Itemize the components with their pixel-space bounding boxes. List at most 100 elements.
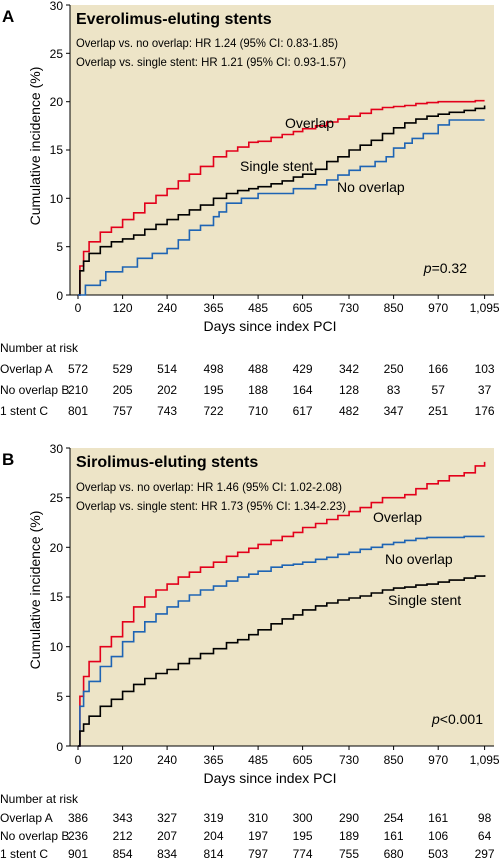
risk-value: 743 <box>157 404 177 418</box>
y-tick-label: 15 <box>50 590 64 604</box>
plot-background <box>70 448 494 746</box>
x-tick-label: 730 <box>339 301 359 315</box>
risk-value: 482 <box>339 404 359 418</box>
panel-label: B <box>2 450 14 469</box>
risk-value: 722 <box>203 404 223 418</box>
series-line-single-stent <box>78 105 486 296</box>
risk-value: 197 <box>248 829 268 843</box>
risk-table-a: Number at risk Overlap A No overlap B 1 … <box>0 341 495 418</box>
risk-value: 64 <box>478 829 492 843</box>
series-label-no-overlap: No overlap <box>385 551 453 567</box>
x-tick-label: 970 <box>428 753 448 767</box>
y-tick-label: 0 <box>56 289 63 303</box>
risk-value: 386 <box>68 811 88 825</box>
risk-value: 319 <box>203 811 223 825</box>
risk-value: 254 <box>384 811 404 825</box>
p-value: p=0.32 <box>423 260 467 276</box>
risk-value: 327 <box>157 811 177 825</box>
x-tick-label: 240 <box>157 753 177 767</box>
risk-value: 797 <box>248 847 268 861</box>
y-tick-label: 30 <box>50 0 64 13</box>
panel-b: B Cumulative incidence (%) 0 5 10 15 20 … <box>2 442 500 786</box>
y-axis: 0 5 10 15 20 25 30 <box>50 442 71 754</box>
risk-value: 488 <box>248 362 268 376</box>
y-axis-label: Cumulative incidence (%) <box>27 511 43 670</box>
risk-value: 195 <box>203 383 223 397</box>
risk-value: 103 <box>475 362 495 376</box>
risk-value: 207 <box>157 829 177 843</box>
risk-value: 342 <box>339 362 359 376</box>
series-line-overlap <box>78 461 486 747</box>
risk-value: 210 <box>68 383 88 397</box>
x-tick-label: 970 <box>428 301 448 315</box>
risk-value: 801 <box>68 404 88 418</box>
risk-value: 251 <box>428 404 448 418</box>
risk-row-label: Overlap A <box>0 362 53 376</box>
y-tick-label: 10 <box>50 640 64 654</box>
y-tick-label: 30 <box>50 442 64 456</box>
risk-value: 710 <box>248 404 268 418</box>
risk-table-b: Number at risk Overlap A No overlap B 1 … <box>0 792 495 861</box>
x-tick-label: 485 <box>248 301 268 315</box>
y-tick-label: 20 <box>50 95 64 109</box>
risk-value: 755 <box>339 847 359 861</box>
x-tick-label: 240 <box>157 301 177 315</box>
risk-value: 161 <box>384 829 404 843</box>
panel-title: Everolimus-eluting stents <box>76 11 272 28</box>
x-tick-label: 605 <box>293 753 313 767</box>
x-axis: 0 120 240 365 485 605 730 850 970 1,095 … <box>70 745 500 786</box>
risk-value: 572 <box>68 362 88 376</box>
risk-value: 195 <box>293 829 313 843</box>
p-number: =0.32 <box>432 260 468 276</box>
risk-value: 774 <box>293 847 313 861</box>
hr-line: Overlap vs. no overlap: HR 1.46 (95% CI:… <box>76 480 342 494</box>
x-tick-label: 120 <box>113 301 133 315</box>
panel-title: Sirolimus-eluting stents <box>76 454 258 471</box>
risk-value: 98 <box>478 811 492 825</box>
x-tick-label: 365 <box>203 753 223 767</box>
panel-a: A Cumulative incidence (%) 0 5 10 15 20 … <box>2 0 500 334</box>
x-tick-label: 730 <box>339 753 359 767</box>
p-symbol: p <box>423 260 432 276</box>
x-tick-label: 0 <box>75 753 82 767</box>
risk-value: 57 <box>432 383 446 397</box>
risk-value: 854 <box>113 847 133 861</box>
risk-value: 429 <box>293 362 313 376</box>
risk-value: 343 <box>113 811 133 825</box>
risk-row-label: No overlap B <box>0 383 69 397</box>
risk-row-label: 1 stent C <box>0 847 48 861</box>
risk-value: 814 <box>203 847 223 861</box>
p-number: <0.001 <box>440 711 483 727</box>
risk-value: 176 <box>475 404 495 418</box>
x-tick-label: 605 <box>293 301 313 315</box>
risk-value: 202 <box>157 383 177 397</box>
x-tick-label: 0 <box>75 301 82 315</box>
x-tick-label: 1,095 <box>470 753 500 767</box>
risk-value: 188 <box>248 383 268 397</box>
x-axis-label: Days since index PCI <box>203 318 336 334</box>
risk-row-label: Overlap A <box>0 811 53 825</box>
series-label-no-overlap: No overlap <box>337 179 405 195</box>
series-lines <box>78 461 486 747</box>
p-value: p<0.001 <box>431 711 483 727</box>
y-axis-label: Cumulative incidence (%) <box>27 67 43 226</box>
risk-value: 106 <box>428 829 448 843</box>
risk-value: 205 <box>113 383 133 397</box>
series-label-overlap: Overlap <box>373 509 422 525</box>
risk-value: 204 <box>203 829 223 843</box>
hr-line: Overlap vs. no overlap: HR 1.24 (95% CI:… <box>76 36 338 50</box>
series-label-single-stent: Single stent <box>388 592 461 608</box>
x-tick-label: 850 <box>384 753 404 767</box>
risk-value: 617 <box>293 404 313 418</box>
risk-row-label: No overlap B <box>0 829 69 843</box>
x-axis: 0 120 240 365 485 605 730 850 970 1,095 … <box>70 294 500 334</box>
risk-value: 901 <box>68 847 88 861</box>
risk-value: 680 <box>384 847 404 861</box>
risk-value: 503 <box>428 847 448 861</box>
series-line-no-overlap <box>78 535 485 747</box>
risk-value: 310 <box>248 811 268 825</box>
x-tick-label: 365 <box>203 301 223 315</box>
risk-table-header: Number at risk <box>0 341 79 355</box>
risk-value: 834 <box>157 847 177 861</box>
hr-line: Overlap vs. single stent: HR 1.21 (95% C… <box>76 55 346 69</box>
